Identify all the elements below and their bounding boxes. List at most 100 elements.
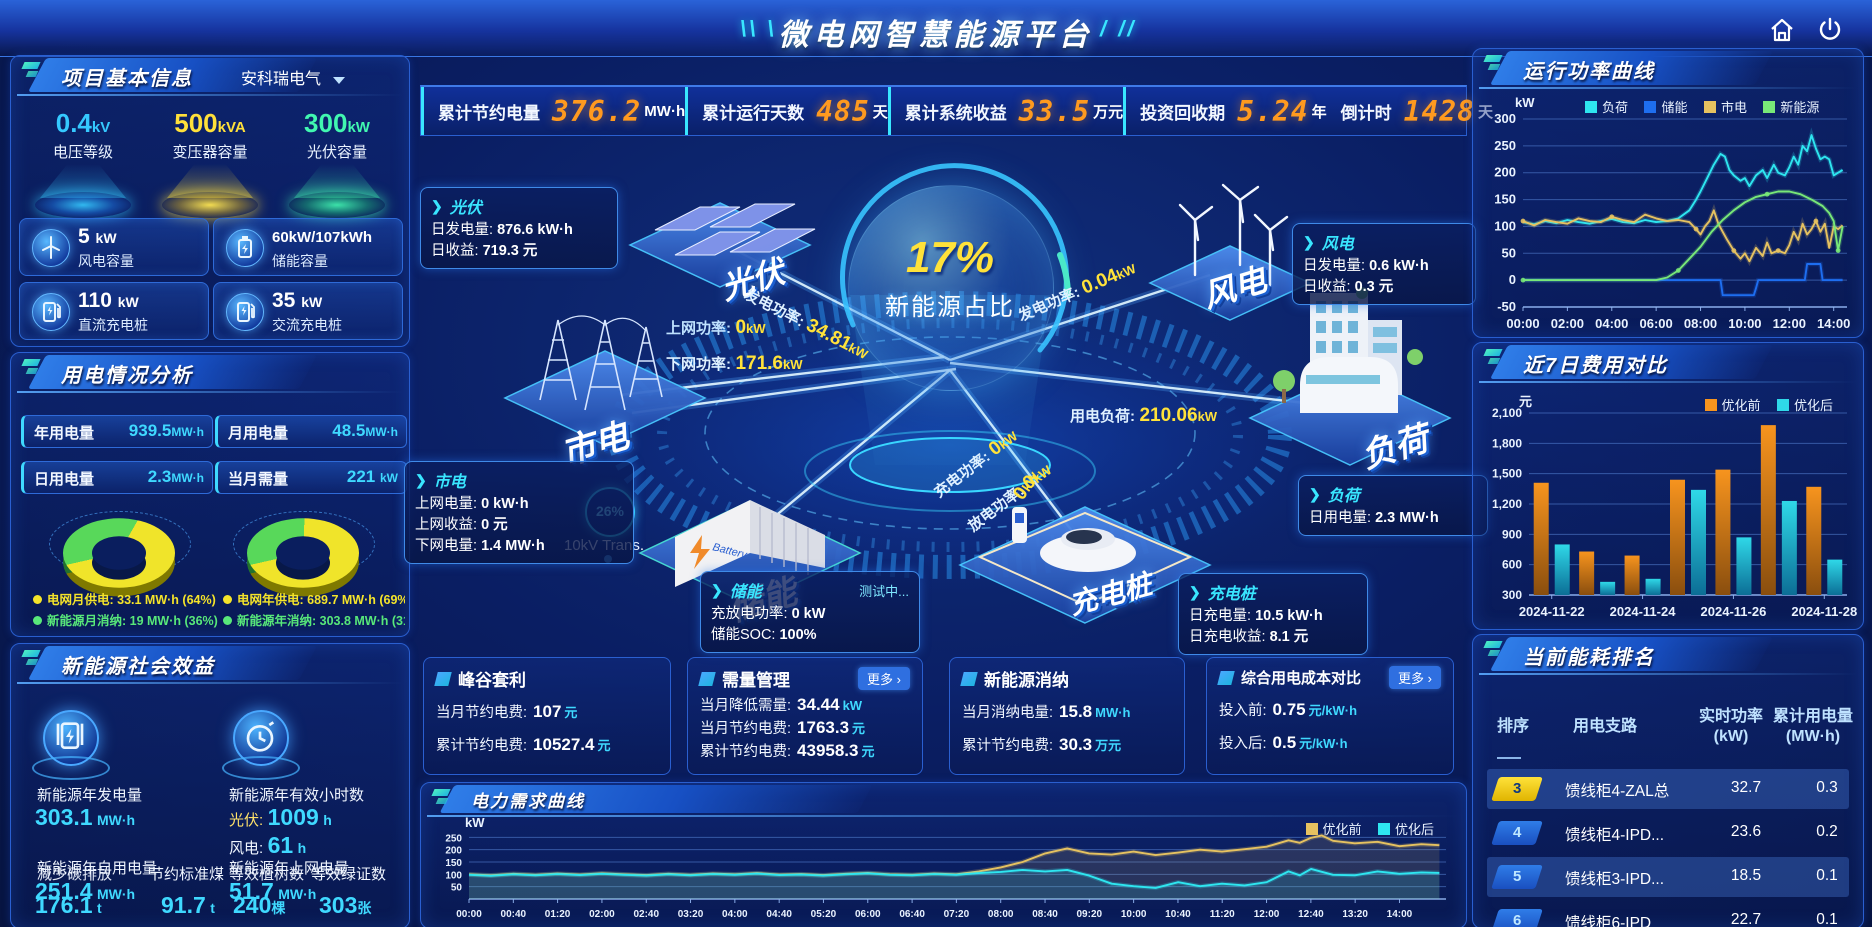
company-dropdown-value: 安科瑞电气 xyxy=(241,71,322,88)
header-deco-left: \\ \ xyxy=(740,16,777,41)
benefit-feed-label: 新能源年上网电量 xyxy=(229,860,350,877)
light-cone xyxy=(40,164,126,198)
svg-text:900: 900 xyxy=(1502,527,1522,541)
benefit-certs-value: 303张 xyxy=(319,892,372,918)
hologram-base-outer xyxy=(804,430,1096,512)
svg-text:10:00: 10:00 xyxy=(1728,316,1761,331)
svg-text:2,100: 2,100 xyxy=(1492,407,1522,420)
renewable-share-label: 新能源占比 xyxy=(885,294,1015,321)
kpibox-icon xyxy=(698,671,716,686)
grid-platform-art xyxy=(503,315,707,446)
infobox-pv: ❯ 光伏 日发电量: 876.6 kW·h 日收益: 719.3 元 xyxy=(420,187,618,269)
stat-label: 储能容量 xyxy=(272,253,328,269)
demand-y-unit: kW xyxy=(465,815,485,830)
panel-project-info-header: 项目基本信息 安科瑞电气 xyxy=(11,56,409,96)
center-sphere xyxy=(848,185,1054,391)
renewable-share-value: 17% xyxy=(905,233,995,282)
demand-legend: 优化前 优化后 xyxy=(1305,819,1446,839)
panel-corner-icon xyxy=(1481,51,1511,81)
charging-pile-icon xyxy=(32,293,70,331)
more-button[interactable]: 更多 › xyxy=(858,667,910,690)
svg-text:1,500: 1,500 xyxy=(1492,467,1522,481)
stat-label: 风电容量 xyxy=(78,253,134,269)
table-row[interactable]: 6 馈线柜6-IPD 22.7 0.1 xyxy=(1487,901,1849,927)
stat-unit: kW xyxy=(95,230,117,246)
glow-disc xyxy=(35,192,131,218)
kpi-boxes-row: 峰谷套利 当月节约电费: 107 元 累计节约电费: 10527.4 元 需量管理 更多 … xyxy=(420,657,1465,777)
benefit-trees-label: 等效植树数 xyxy=(229,866,305,883)
svg-text:250: 250 xyxy=(1494,138,1516,153)
benefit-certs-label: 等效绿证数 xyxy=(311,866,387,883)
header-deco-right: / // xyxy=(1100,16,1137,41)
infobox-wind: ❯ 风电 日发电量: 0.6 kW·h 日收益: 0.3 元 xyxy=(1292,223,1476,305)
hologram-base xyxy=(849,437,1051,493)
spotlight-value: 500 xyxy=(174,108,218,138)
cost-compare-chart: 300 600 900 1,200 1,500 1,800 2,100 2024-11-22 2… xyxy=(1475,406,1857,630)
charging-pile-icon xyxy=(226,293,264,331)
pill-label: 日用电量 xyxy=(34,471,95,488)
panel-renewable-benefit-header: 新能源社会效益 xyxy=(11,644,409,684)
rank-col-header: 排序 xyxy=(1497,718,1530,735)
power-curve-chart: -50 0 50 100 150 200 250 300 00:00 02:00 04:00 06:0… xyxy=(1475,111,1857,338)
kpibox-icon xyxy=(1217,670,1235,685)
spotlight-voltage: 0.4kV 电压等级 xyxy=(23,108,143,218)
demand-curve-chart: 50 100 150 200 250 00:00 00:40 01:20 02:00 02:40 0… xyxy=(425,819,1460,927)
svg-text:06:40: 06:40 xyxy=(899,909,925,920)
stat-label: 直流充电桩 xyxy=(78,317,148,333)
svg-text:2024-11-24: 2024-11-24 xyxy=(1610,604,1677,619)
power-icon[interactable] xyxy=(1814,14,1846,46)
glow-disc xyxy=(162,192,258,218)
kpi-run-days: 累计运行天数 485 天 xyxy=(685,87,888,135)
svg-text:1,800: 1,800 xyxy=(1492,436,1522,450)
battery-icon xyxy=(226,229,264,267)
svg-text:100: 100 xyxy=(445,870,462,881)
panel-corner-icon xyxy=(1481,345,1511,375)
infobox-load: ❯ 负荷 日用电量: 2.3 MW·h xyxy=(1298,475,1488,536)
svg-text:50: 50 xyxy=(451,883,463,894)
benefit-coal-value: 91.7 t xyxy=(161,892,215,918)
svg-text:600: 600 xyxy=(1502,558,1522,572)
spotlight-value: 300 xyxy=(304,108,348,138)
pill-month-demand: 当月需量 221 kW xyxy=(215,461,407,494)
cost-legend: 优化前 优化后 xyxy=(1704,395,1845,415)
svg-text:06:00: 06:00 xyxy=(855,909,881,920)
panel-project-info: 项目基本信息 安科瑞电气 0.4kV 电压等级 500kVA 变压器容量 300… xyxy=(10,55,410,347)
infobox-charger: ❯ 充电桩 日充电量: 10.5 kW·h 日充电收益: 8.1 元 xyxy=(1178,573,1368,655)
table-row[interactable]: 5 馈线柜3-IPD... 18.5 0.1 xyxy=(1487,857,1849,897)
svg-text:09:20: 09:20 xyxy=(1077,909,1103,920)
scrollbar-hint[interactable] xyxy=(1497,757,1521,759)
home-icon[interactable] xyxy=(1766,14,1798,46)
panel-header-underline xyxy=(17,94,403,96)
chevron-right-icon: ❯ xyxy=(1309,485,1321,502)
table-row[interactable]: 4 馈线柜4-IPD... 23.6 0.2 xyxy=(1487,813,1849,853)
company-dropdown[interactable]: 安科瑞电气 xyxy=(241,65,346,89)
svg-text:00:00: 00:00 xyxy=(1506,316,1539,331)
panel-title: 运行功率曲线 xyxy=(1523,61,1655,83)
stat-ac-charger: 35 kW 交流充电桩 xyxy=(213,282,403,340)
svg-text:12:40: 12:40 xyxy=(1298,909,1324,920)
panel-demand-curve: 电力需求曲线 kW 优化前 优化后 50 100 150 200 250 00:00 00:… xyxy=(420,782,1467,927)
stat-unit: kW xyxy=(117,294,139,310)
more-button[interactable]: 更多 › xyxy=(1389,666,1441,689)
pill-year-energy: 年用电量 939.5MW·h xyxy=(21,415,213,448)
svg-text:-50: -50 xyxy=(1497,299,1516,314)
kpibox-peak-valley: 峰谷套利 当月节约电费: 107 元 累计节约电费: 10527.4 元 xyxy=(423,657,671,775)
benefit-gen-label: 新能源年发电量 xyxy=(37,787,143,804)
energy-flow-diagram: Battery xyxy=(404,135,1488,655)
legend-month-renewable: 新能源月消纳: 19 MW·h (36%) xyxy=(33,610,218,630)
benefit-selfuse-label: 新能源年自用电量 xyxy=(37,860,158,877)
tick-ring-inner xyxy=(657,318,1243,552)
table-row[interactable]: 3 馈线柜4-ZAL总 32.7 0.3 xyxy=(1487,769,1849,809)
svg-text:300: 300 xyxy=(1502,588,1522,602)
spotlight-unit: kV xyxy=(91,119,111,136)
svg-text:00:00: 00:00 xyxy=(456,909,482,920)
benefit-feed-value: 51.7 MW·h xyxy=(229,878,317,904)
pill-label: 年用电量 xyxy=(34,425,95,442)
kpi-system-income: 累计系统收益 33.5 万元 xyxy=(887,87,1123,135)
benefit-selfuse-value: 251.4 MW·h xyxy=(35,878,136,904)
chevron-right-icon: ❯ xyxy=(1189,583,1201,600)
chevron-right-icon: ❯ xyxy=(415,471,427,488)
svg-text:05:20: 05:20 xyxy=(811,909,837,920)
power-col-header: 实时功率 (kW) xyxy=(1698,708,1763,745)
flow-feed-in: 上网功率: 0kW xyxy=(666,317,766,338)
